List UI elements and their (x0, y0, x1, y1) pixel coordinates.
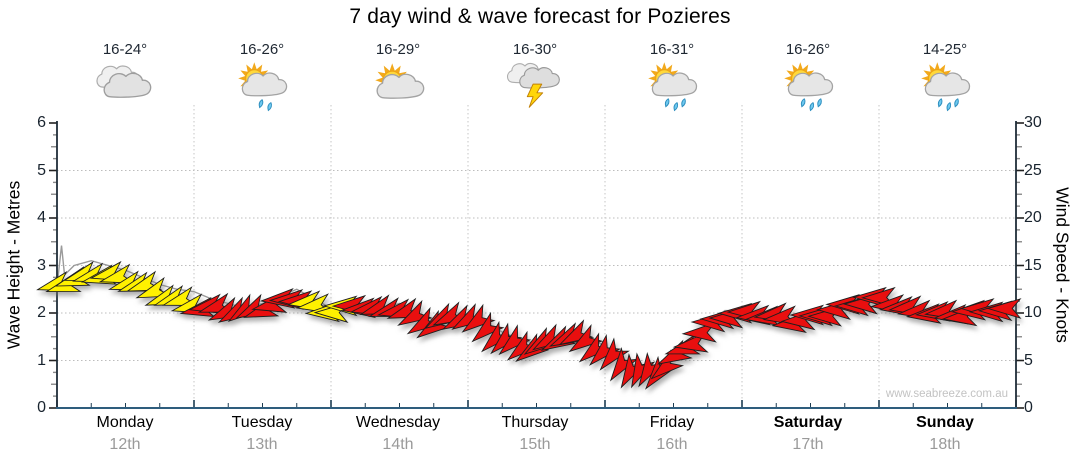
x-label-sunday: Sunday 18th (878, 414, 1012, 454)
day-date: 18th (929, 436, 961, 453)
wave-height-tick-label: 2 (37, 304, 46, 321)
day-forecast-monday: 16-24° (65, 41, 185, 115)
day-name: Thursday (501, 414, 569, 431)
day-name: Monday (96, 414, 154, 431)
wave-height-tick-label: 0 (37, 399, 46, 416)
x-label-saturday: Saturday 17th (741, 414, 875, 454)
wind-arrows-band (36, 260, 1022, 390)
wind-speed-tick-label: 10 (1024, 304, 1042, 321)
temp-range: 14-25° (922, 41, 968, 58)
day-forecast-thursday: 16-30° (475, 41, 595, 115)
weather-icon-sun-cloud-rain (231, 61, 293, 115)
wind-speed-tick-label: 30 (1024, 114, 1042, 131)
day-forecast-friday: 16-31° (612, 41, 732, 115)
page-title: 7 day wind & wave forecast for Pozieres (349, 5, 731, 28)
wave-height-tick-label: 1 (37, 351, 46, 369)
temp-range: 16-31° (649, 41, 695, 58)
x-label-tuesday: Tuesday 13th (195, 414, 329, 454)
wind-speed-tick-label: 15 (1024, 256, 1042, 274)
day-date: 15th (519, 436, 551, 453)
day-date: 13th (246, 436, 278, 453)
wave-height-tick-label: 4 (37, 209, 46, 226)
wind-speed-tick-label: 0 (1024, 399, 1033, 416)
gridlines (57, 105, 1016, 408)
day-name: Wednesday (355, 414, 441, 431)
day-date: 12th (109, 436, 141, 453)
temp-range: 16-26° (239, 41, 285, 58)
weather-icon-sun-cloud (367, 61, 429, 115)
day-forecast-saturday: 16-26° (748, 41, 868, 115)
x-label-monday: Monday 12th (58, 414, 192, 454)
wind-speed-tick-label: 20 (1024, 209, 1042, 226)
temp-range: 16-26° (785, 41, 831, 58)
weather-icon-sun-cloud-showers (641, 61, 703, 115)
day-forecast-tuesday: 16-26° (202, 41, 322, 115)
weather-icon-sun-cloud-showers (914, 61, 976, 115)
x-label-friday: Friday 16th (605, 414, 739, 454)
right-axis-label: Wind Speed - Knots (1052, 187, 1073, 343)
wind-speed-tick-label: 25 (1024, 161, 1042, 179)
x-label-thursday: Thursday 15th (468, 414, 602, 454)
weather-icon-cloudy (94, 61, 156, 115)
temp-range: 16-24° (102, 41, 148, 58)
watermark: www.seabreeze.com.au (885, 388, 1008, 400)
day-name: Sunday (916, 414, 974, 431)
x-label-wednesday: Wednesday 14th (331, 414, 465, 454)
weather-icon-thunderstorm (504, 61, 566, 115)
day-name: Friday (649, 414, 695, 431)
day-name: Tuesday (231, 414, 293, 431)
temp-range: 16-30° (512, 41, 558, 58)
day-date: 14th (382, 436, 414, 453)
wave-height-tick-label: 6 (37, 114, 46, 131)
day-forecast-sunday: 14-25° (885, 41, 1005, 115)
temp-range: 16-29° (375, 41, 421, 58)
day-date: 17th (792, 436, 824, 453)
day-name: Saturday (773, 414, 843, 431)
weather-icon-sun-cloud-showers (777, 61, 839, 115)
wave-height-tick-label: 5 (37, 161, 46, 179)
day-forecast-wednesday: 16-29° (338, 41, 458, 115)
day-date: 16th (656, 436, 688, 453)
wind-speed-tick-label: 5 (1024, 351, 1033, 369)
wave-height-tick-label: 3 (37, 256, 46, 274)
